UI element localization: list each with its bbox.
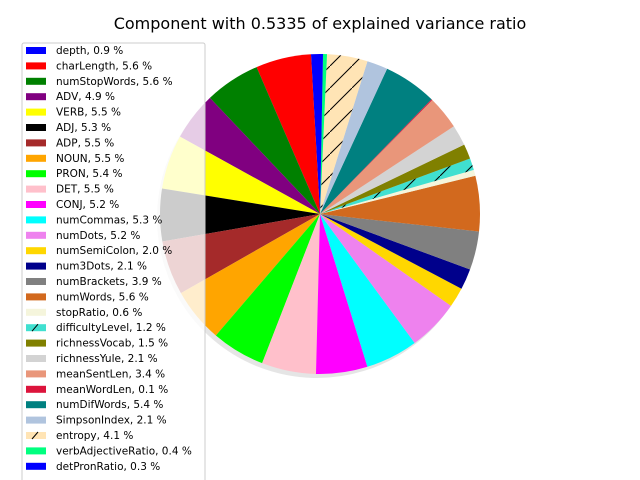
pie-slice-num3Dots xyxy=(320,214,471,289)
pie-slice-depth xyxy=(310,54,320,214)
legend-swatch-numCommas xyxy=(26,216,46,224)
legend-swatch-VERB xyxy=(26,108,46,116)
legend-label-stopRatio: stopRatio, 0.6 % xyxy=(56,307,142,319)
pie-slice-PRON xyxy=(215,214,320,364)
legend-label-VERB: VERB, 5.5 % xyxy=(56,107,121,119)
legend-swatch-meanWordLen xyxy=(26,385,46,393)
legend-label-richnessYule: richnessYule, 2.1 % xyxy=(56,353,158,365)
legend-swatch-charLength xyxy=(26,62,46,70)
pie-slice-meanWordLen xyxy=(320,99,433,214)
pie-slice-numSemiColon xyxy=(320,214,462,306)
pie-slice-richnessYule xyxy=(320,126,465,214)
pie-chart xyxy=(160,54,480,374)
legend-label-ADV: ADV, 4.9 % xyxy=(56,91,115,103)
legend-swatch-PRON xyxy=(26,170,46,178)
pie-slice-numWords xyxy=(320,175,480,232)
legend-swatch-entropy xyxy=(26,432,46,439)
legend-swatch-ADJ xyxy=(26,124,46,131)
pie-slice-numCommas xyxy=(320,214,415,367)
legend-label-richnessVocab: richnessVocab, 1.5 % xyxy=(56,338,168,350)
legend-label-numCommas: numCommas, 5.3 % xyxy=(56,214,162,226)
legend-swatch-numSemiColon xyxy=(26,247,46,255)
legend-label-CONJ: CONJ, 5.2 % xyxy=(56,199,119,211)
legend-swatch-ADP xyxy=(26,139,46,147)
pie-slice-NOUN xyxy=(180,214,320,336)
pie-slice-stopRatio xyxy=(320,169,476,214)
legend-swatch-depth xyxy=(26,47,46,54)
legend-swatch-hatch-difficultyLevel xyxy=(31,323,39,332)
legend-swatch-numDifWords xyxy=(26,401,46,409)
legend-swatch-richnessYule xyxy=(26,355,46,362)
pie-slice-numDots xyxy=(320,214,452,343)
legend-swatch-verbAdjectiveRatio xyxy=(26,447,46,455)
legend-swatch-SimpsonIndex xyxy=(26,416,46,424)
legend-label-ADJ: ADJ, 5.3 % xyxy=(56,122,111,134)
legend-swatch-numDots xyxy=(26,231,46,239)
legend-label-numBrackets: numBrackets, 3.9 % xyxy=(56,276,162,288)
legend-swatch-numStopWords xyxy=(26,77,46,85)
pie-slice-numDifWords xyxy=(320,68,432,214)
legend-swatch-stopRatio xyxy=(26,308,46,316)
legend: depth, 0.9 % charLength, 5.6 % numStopWord… xyxy=(21,42,206,480)
legend-swatch-ADV xyxy=(26,93,46,101)
pie-slice-hatch-entropy xyxy=(320,54,368,214)
pie-slice-meanSentLen xyxy=(320,99,454,214)
legend-label-NOUN: NOUN, 5.5 % xyxy=(56,153,124,165)
legend-label-numDifWords: numDifWords, 5.4 % xyxy=(56,399,163,411)
legend-label-num3Dots: num3Dots, 2.1 % xyxy=(56,261,147,273)
legend-label-DET: DET, 5.5 % xyxy=(56,184,114,196)
legend-swatch-numWords xyxy=(26,293,46,301)
legend-swatch-num3Dots xyxy=(26,262,46,270)
legend-label-numStopWords: numStopWords, 5.6 % xyxy=(56,76,173,88)
legend-swatch-numBrackets xyxy=(26,278,46,285)
legend-label-numDots: numDots, 5.2 % xyxy=(56,230,140,242)
legend-label-verbAdjectiveRatio: verbAdjectiveRatio, 0.4 % xyxy=(56,445,192,457)
legend-label-depth: depth, 0.9 % xyxy=(56,45,123,57)
legend-label-difficultyLevel: difficultyLevel, 1.2 % xyxy=(56,322,166,334)
legend-label-SimpsonIndex: SimpsonIndex, 2.1 % xyxy=(56,415,167,427)
legend-swatch-detPronRatio xyxy=(26,462,46,470)
pie-slice-CONJ xyxy=(315,214,368,374)
legend-label-charLength: charLength, 5.6 % xyxy=(56,60,152,72)
pie-slice-hatch-difficultyLevel xyxy=(320,158,474,214)
legend-label-detPronRatio: detPronRatio, 0.3 % xyxy=(56,461,160,473)
legend-label-PRON: PRON, 5.4 % xyxy=(56,168,122,180)
legend-swatch-richnessVocab xyxy=(26,339,46,347)
legend-swatch-DET xyxy=(26,185,46,193)
legend-label-numSemiColon: numSemiColon, 2.0 % xyxy=(56,245,172,257)
chart-title: Component with 0.5335 of explained varia… xyxy=(114,14,527,33)
pie-slice-charLength xyxy=(256,54,320,215)
legend-label-ADP: ADP, 5.5 % xyxy=(56,137,114,149)
legend-label-meanSentLen: meanSentLen, 3.4 % xyxy=(56,368,165,380)
pie-slice-numBrackets xyxy=(320,214,480,270)
legend-swatch-NOUN xyxy=(26,154,46,162)
legend-swatch-difficultyLevel xyxy=(26,324,46,332)
pie-slice-DET xyxy=(262,214,320,374)
pie-slice-verbAdjectiveRatio xyxy=(320,54,328,215)
legend-swatch-hatch-entropy xyxy=(31,431,39,440)
legend-label-entropy: entropy, 4.1 % xyxy=(56,430,133,442)
pie-slice-ADV xyxy=(179,97,320,214)
legend-swatch-meanSentLen xyxy=(26,370,46,378)
pie-slice-detPronRatio xyxy=(320,54,324,214)
pie-slice-numStopWords xyxy=(209,67,320,214)
legend-frame xyxy=(21,42,206,480)
pie-slice-richnessVocab xyxy=(320,144,471,214)
legend-label-numWords: numWords, 5.6 % xyxy=(56,291,149,303)
legend-swatch-CONJ xyxy=(26,201,46,208)
legend-label-meanWordLen: meanWordLen, 0.1 % xyxy=(56,384,168,396)
pie-slice-SimpsonIndex xyxy=(320,61,388,215)
